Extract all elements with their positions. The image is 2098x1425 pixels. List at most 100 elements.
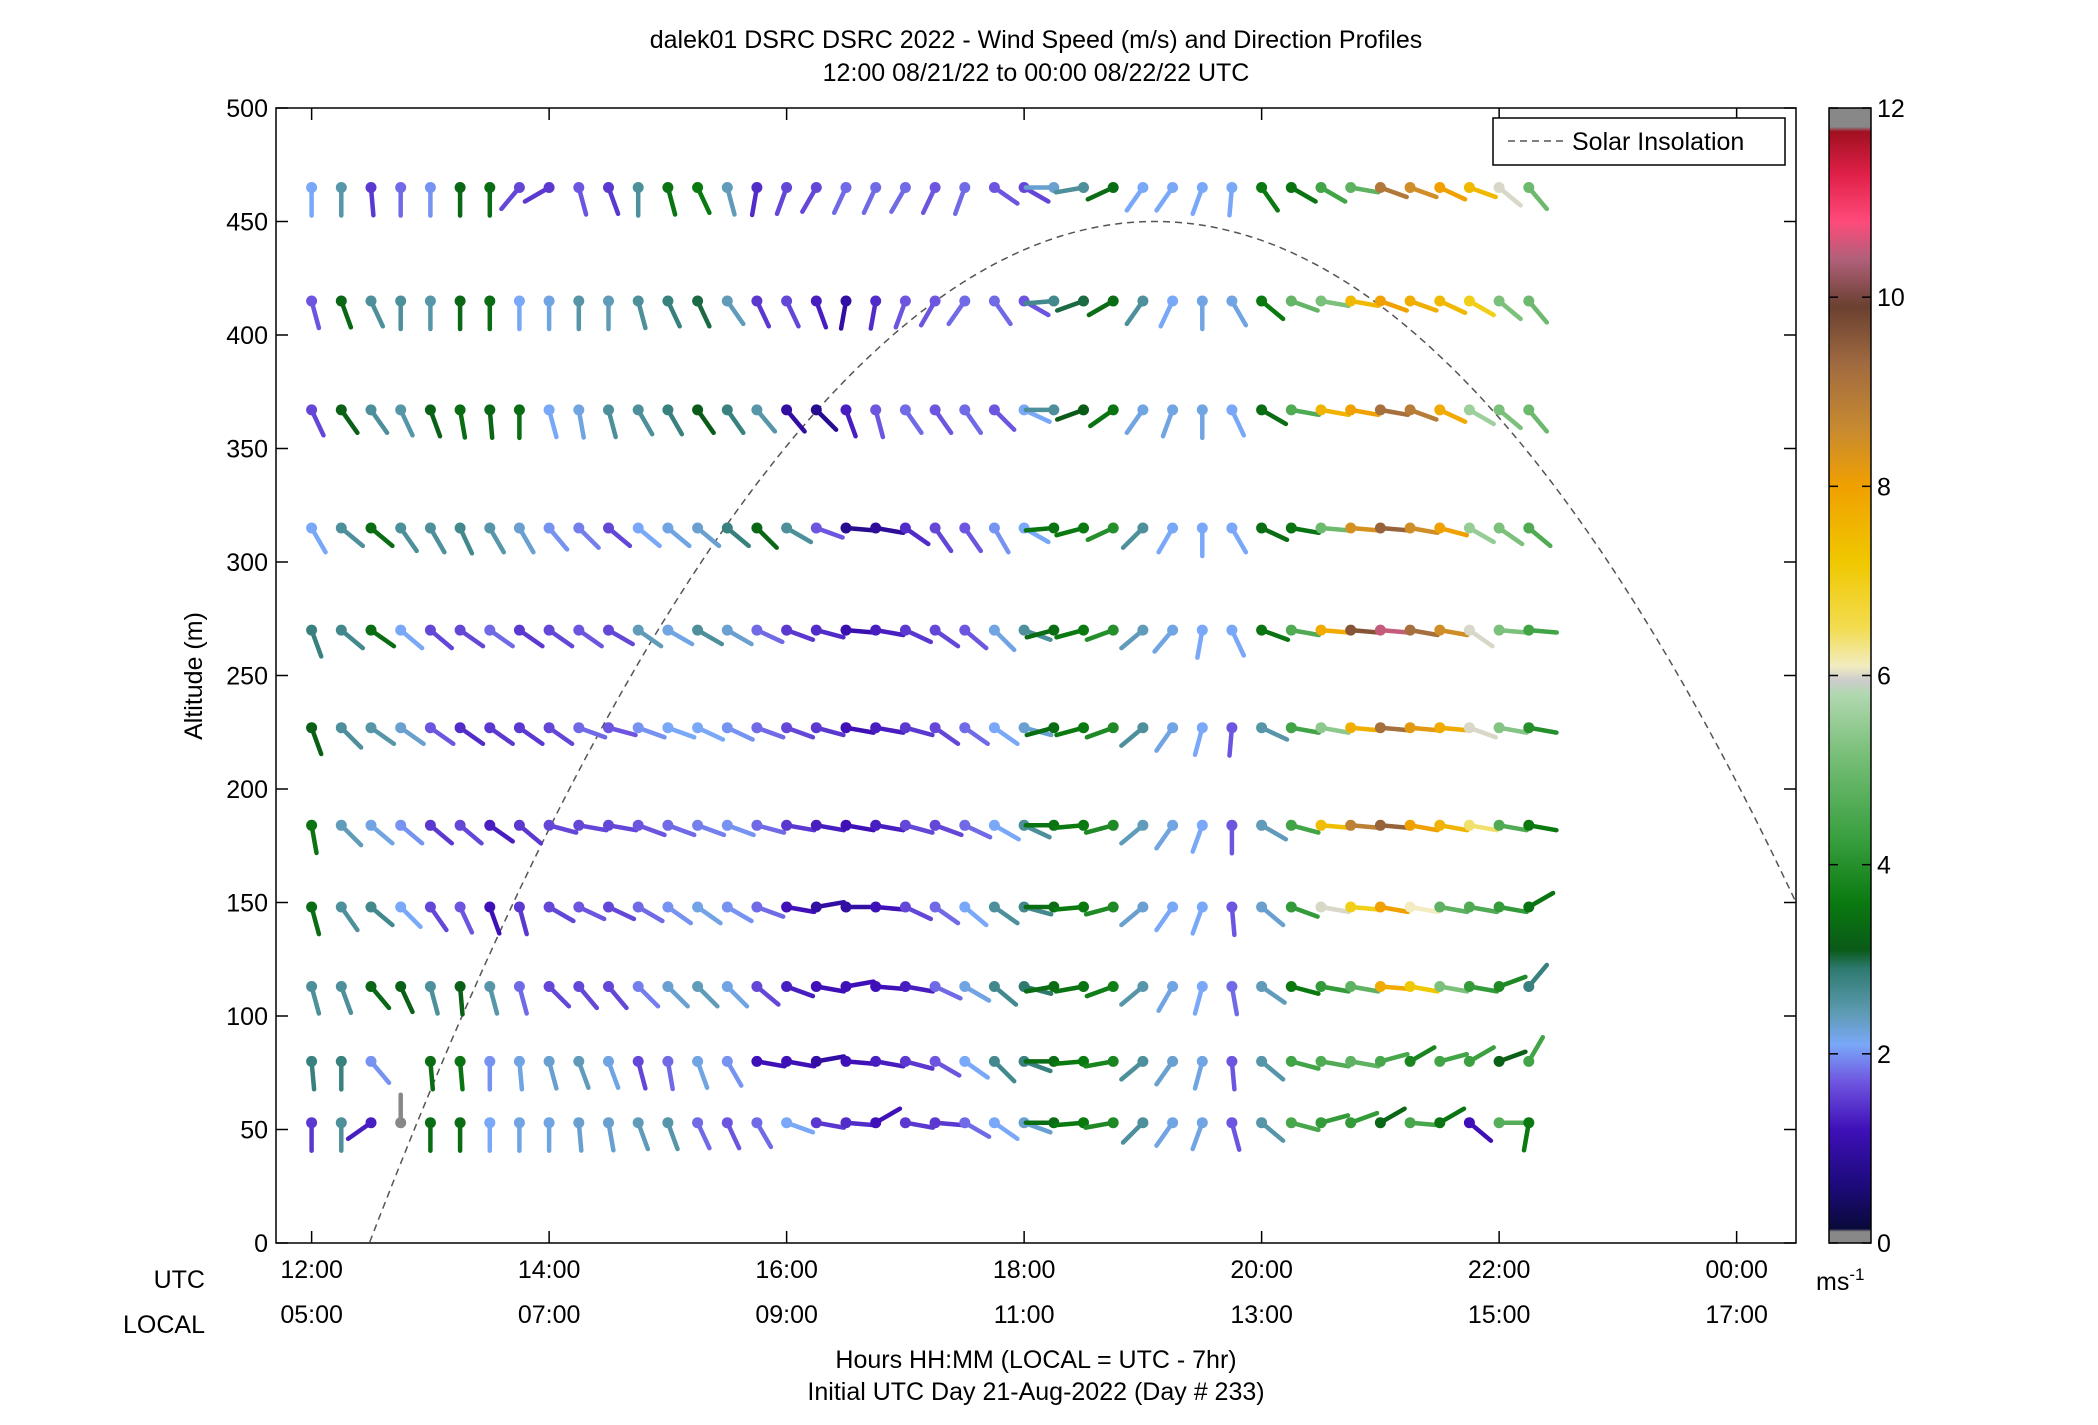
- wind-barb-dot: [1434, 182, 1446, 193]
- wind-barb-dot: [454, 404, 466, 416]
- wind-barb-dot: [988, 981, 1000, 992]
- x-tick-label-utc: 00:00: [1705, 1256, 1768, 1284]
- wind-barb-dot: [1078, 722, 1089, 734]
- wind-barb-dot: [1523, 624, 1535, 636]
- wind-barb-dot: [1493, 981, 1505, 992]
- wind-barb-dot: [692, 522, 704, 534]
- wind-barb-dot: [1285, 981, 1297, 992]
- wind-barb-dot: [573, 981, 585, 992]
- wind-barb-dot: [306, 522, 318, 534]
- wind-barb-dot: [781, 981, 793, 992]
- wind-barb-dot: [454, 901, 466, 913]
- wind-barb-dot: [1285, 182, 1297, 193]
- wind-barb-dot: [1256, 1117, 1268, 1129]
- wind-barb-dot: [1434, 981, 1446, 992]
- chart-subtitle: 12:00 08/21/22 to 00:00 08/22/22 UTC: [823, 59, 1250, 87]
- wind-barb-dot: [1107, 624, 1119, 636]
- wind-barb-dot: [1493, 404, 1505, 416]
- wind-barb-dot: [1137, 819, 1149, 831]
- wind-barb-dot: [810, 722, 822, 734]
- wind-barb-dot: [1107, 1055, 1119, 1067]
- wind-barb-dot: [603, 624, 614, 636]
- wind-barb-dot: [1078, 182, 1089, 193]
- x-tick-label-local: 13:00: [1230, 1301, 1293, 1329]
- wind-barb-dot: [929, 1055, 941, 1067]
- wind-barb-dot: [870, 1117, 882, 1129]
- wind-barb-dot: [543, 1055, 555, 1067]
- wind-barb-dot: [1463, 295, 1475, 307]
- wind-barb-dot: [1523, 819, 1535, 831]
- wind-barb-dot: [484, 722, 496, 734]
- wind-barb-dot: [1345, 624, 1357, 636]
- legend: Solar Insolation: [1492, 117, 1786, 166]
- wind-barb-dot: [1434, 1117, 1446, 1129]
- wind-barb-dot: [662, 182, 674, 193]
- y-tick-label: 0: [254, 1230, 268, 1258]
- wind-barb-dot: [543, 624, 555, 636]
- wind-barb-dot: [603, 182, 614, 193]
- x-tick-label-utc: 12:00: [280, 1256, 343, 1284]
- wind-barb-dot: [1256, 1055, 1268, 1067]
- wind-barb-dot: [870, 404, 882, 416]
- wind-barb-dot: [513, 981, 525, 992]
- wind-barb-dot: [781, 1055, 793, 1067]
- wind-barb-dot: [1137, 295, 1149, 307]
- wind-barb-dot: [929, 522, 941, 534]
- wind-barb-dot: [751, 1117, 763, 1129]
- wind-barb-dot: [781, 722, 793, 734]
- wind-barb-dot: [1107, 1117, 1119, 1129]
- wind-barb-dot: [1226, 819, 1238, 831]
- wind-barb-dot: [424, 1055, 436, 1067]
- wind-barb-dot: [959, 404, 971, 416]
- colorbar-tick-label: 2: [1877, 1041, 1891, 1069]
- wind-barb-dot: [1107, 182, 1119, 193]
- wind-barb-dot: [870, 1055, 882, 1067]
- wind-barb-dot: [692, 819, 704, 831]
- wind-barb-dot: [335, 819, 347, 831]
- wind-barb-dot: [1434, 404, 1446, 416]
- wind-barb-dot: [1315, 1117, 1327, 1129]
- wind-barb-dot: [662, 624, 674, 636]
- wind-barb-dot: [1226, 404, 1238, 416]
- wind-barb-dot: [1167, 722, 1179, 734]
- wind-barb-dot: [1404, 901, 1416, 913]
- wind-barb-dot: [988, 522, 1000, 534]
- wind-barb-dot: [306, 722, 318, 734]
- wind-barb-dot: [1374, 901, 1386, 913]
- wind-barb-dot: [543, 182, 555, 193]
- wind-barb-dot: [751, 981, 763, 992]
- wind-barb-dot: [335, 1117, 347, 1129]
- x-tick-label-utc: 20:00: [1230, 1256, 1293, 1284]
- wind-barb-dot: [662, 901, 674, 913]
- wind-barb-dot: [484, 901, 496, 913]
- wind-barb-dot: [959, 901, 971, 913]
- wind-barb-dot: [1256, 901, 1268, 913]
- wind-barb-dot: [395, 182, 407, 193]
- wind-barb-dot: [692, 182, 704, 193]
- wind-barb-dot: [603, 295, 614, 307]
- wind-barb-dot: [632, 182, 644, 193]
- wind-barb-dot: [810, 182, 822, 193]
- wind-barb-dot: [1463, 182, 1475, 193]
- wind-barb-dot: [840, 1055, 852, 1067]
- wind-barb-dot: [1167, 404, 1179, 416]
- wind-barb-dot: [1345, 981, 1357, 992]
- wind-barb-dot: [1315, 1055, 1327, 1067]
- wind-barb-dot: [1404, 722, 1416, 734]
- wind-barb-dot: [543, 901, 555, 913]
- wind-barb-dot: [513, 522, 525, 534]
- wind-barb-dot: [721, 901, 733, 913]
- wind-barb-dot: [1493, 1055, 1505, 1067]
- x-tick-label-utc: 22:00: [1468, 1256, 1531, 1284]
- wind-barb-dot: [1107, 404, 1119, 416]
- wind-barb-dot: [424, 404, 436, 416]
- wind-barb-dot: [810, 404, 822, 416]
- wind-barb-dot: [335, 295, 347, 307]
- wind-barb-dot: [1167, 182, 1179, 193]
- colorbar-tick-label: 6: [1877, 663, 1891, 691]
- wind-barb-dot: [1256, 624, 1268, 636]
- wind-barb-dot: [513, 1055, 525, 1067]
- wind-barb-dot: [840, 722, 852, 734]
- wind-barb-dot: [721, 624, 733, 636]
- wind-barb-dot: [870, 722, 882, 734]
